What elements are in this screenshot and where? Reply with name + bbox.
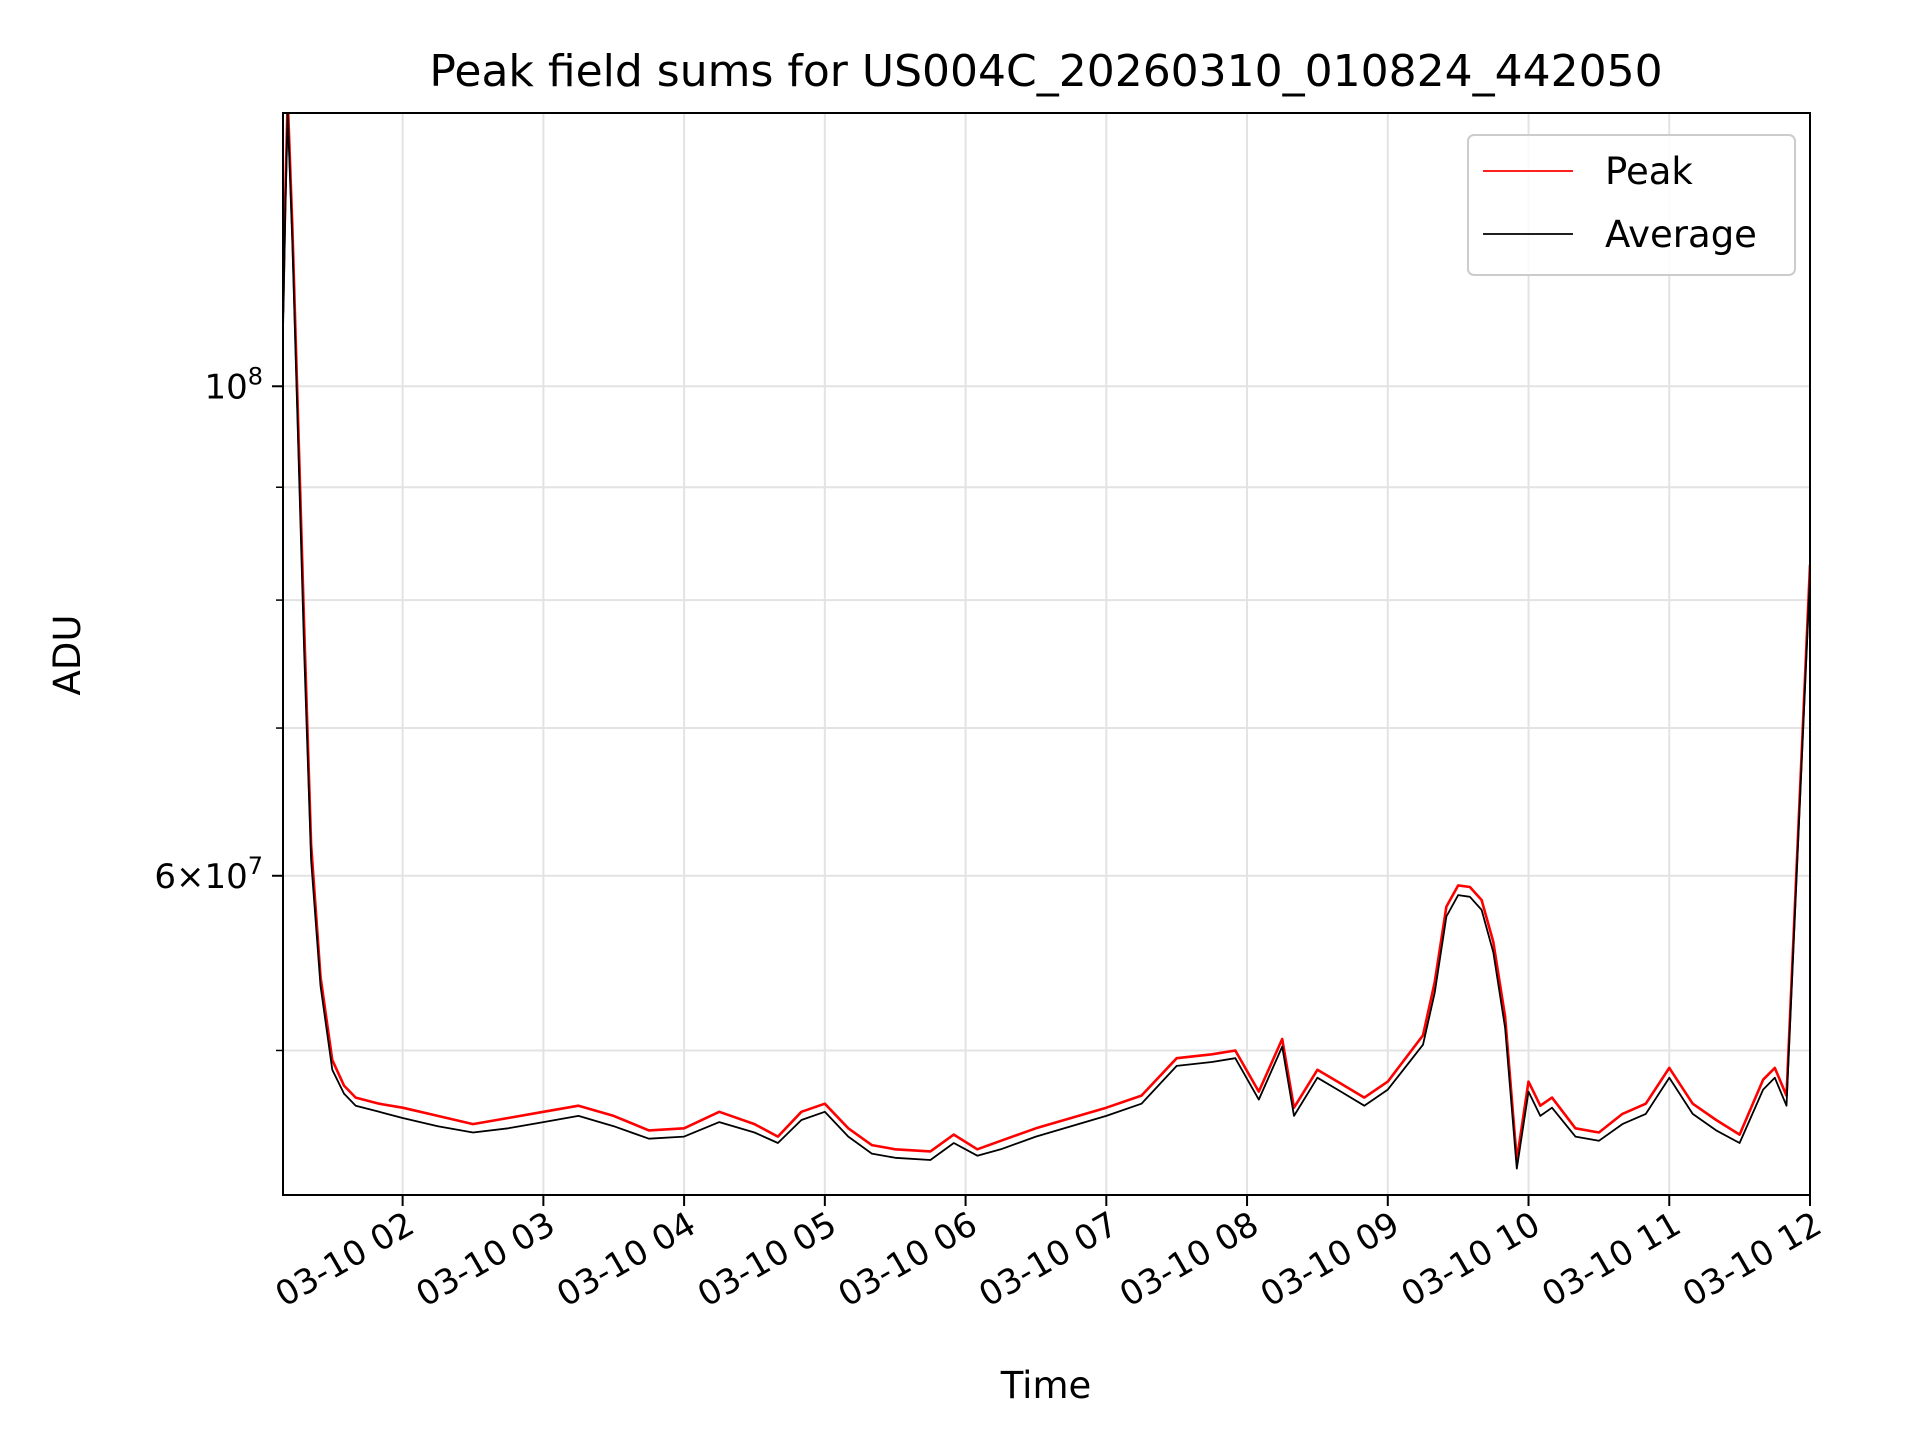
chart-title: Peak field sums for US004C_20260310_0108… — [429, 46, 1662, 97]
series-line-peak — [283, 113, 1810, 1162]
y-tick-label: 108 — [204, 362, 263, 407]
legend-label-average: Average — [1605, 213, 1757, 256]
x-axis-label: Time — [1000, 1364, 1092, 1407]
y-axis-label: ADU — [46, 615, 89, 696]
y-tick-label: 6×107 — [154, 852, 263, 897]
plot-frame — [282, 112, 1811, 1196]
legend: Peak Average — [1467, 134, 1796, 276]
series-line-average — [283, 113, 1810, 1170]
legend-label-peak: Peak — [1605, 150, 1693, 193]
legend-box — [1467, 134, 1796, 276]
series-layer — [283, 113, 1810, 1170]
